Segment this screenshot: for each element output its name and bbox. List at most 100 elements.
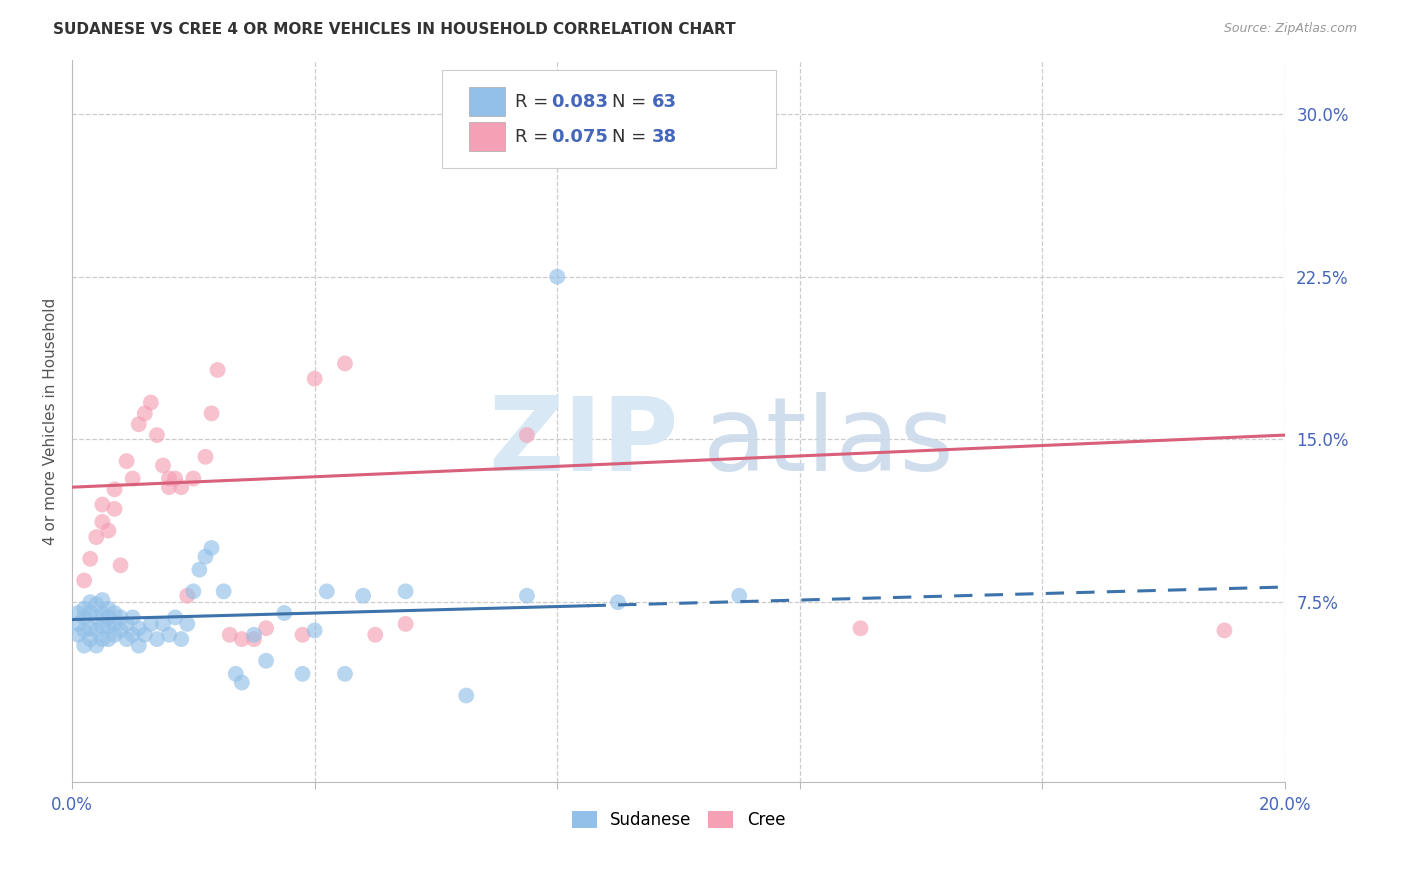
Point [456,689,478,703]
Point [157,628,180,642]
Point [304,371,326,385]
Point [152,616,174,631]
Point [128,621,150,635]
Point [273,606,295,620]
Point [84,598,107,612]
Point [194,549,217,564]
Point [91,632,114,646]
Text: N =: N = [612,128,652,146]
Point [73,624,96,638]
Text: atlas: atlas [703,392,955,493]
Point [110,610,132,624]
Point [606,595,628,609]
Point [333,666,356,681]
Text: ZIP: ZIP [488,392,679,493]
Point [73,574,96,588]
Point [254,621,277,635]
Point [243,628,266,642]
Point [110,624,132,638]
Point [84,639,107,653]
Point [73,601,96,615]
Point [121,471,143,485]
Point [67,628,90,642]
Text: 0.083: 0.083 [551,93,609,111]
Point [333,356,356,370]
Text: 38: 38 [652,128,676,146]
Point [67,616,90,631]
Point [254,654,277,668]
Point [91,498,114,512]
Point [200,541,222,555]
Point [97,619,120,633]
Point [91,593,114,607]
Point [79,606,101,620]
Point [79,632,101,646]
Point [170,480,193,494]
Point [103,606,125,620]
Point [128,639,150,653]
Point [218,628,240,642]
Point [291,628,314,642]
Point [516,428,538,442]
Point [176,589,198,603]
Point [91,515,114,529]
Text: SUDANESE VS CREE 4 OR MORE VEHICLES IN HOUSEHOLD CORRELATION CHART: SUDANESE VS CREE 4 OR MORE VEHICLES IN H… [53,22,737,37]
Point [91,606,114,620]
Point [157,471,180,485]
Text: N =: N = [612,93,652,111]
Point [139,616,162,631]
Point [200,406,222,420]
Point [67,606,90,620]
Point [188,563,211,577]
Point [134,628,156,642]
Text: R =: R = [515,93,554,111]
Point [128,417,150,432]
Point [170,632,193,646]
Point [231,632,253,646]
Point [304,624,326,638]
Point [181,584,204,599]
Point [91,619,114,633]
Point [73,639,96,653]
Point [103,483,125,497]
Point [352,589,374,603]
Point [84,624,107,638]
Text: R =: R = [515,128,554,146]
Point [181,471,204,485]
Point [103,616,125,631]
Point [394,584,416,599]
Point [97,524,120,538]
Text: 0.075: 0.075 [551,128,607,146]
Point [516,589,538,603]
Point [79,595,101,609]
Point [291,666,314,681]
Point [103,628,125,642]
Point [73,610,96,624]
Point [121,628,143,642]
Point [1213,624,1236,638]
Point [207,363,229,377]
Text: 63: 63 [652,93,676,111]
Point [139,395,162,409]
Point [110,558,132,573]
Point [97,632,120,646]
Point [225,666,247,681]
Point [134,406,156,420]
FancyBboxPatch shape [441,70,776,168]
Point [194,450,217,464]
Point [728,589,751,603]
Point [115,454,138,468]
Y-axis label: 4 or more Vehicles in Household: 4 or more Vehicles in Household [44,297,58,545]
Point [243,632,266,646]
Point [146,632,169,646]
Point [84,530,107,544]
FancyBboxPatch shape [468,87,505,116]
Point [546,269,568,284]
Point [79,551,101,566]
Point [849,621,872,635]
Point [103,501,125,516]
Point [115,632,138,646]
Point [231,675,253,690]
Legend: Sudanese, Cree: Sudanese, Cree [565,804,792,836]
Point [176,616,198,631]
